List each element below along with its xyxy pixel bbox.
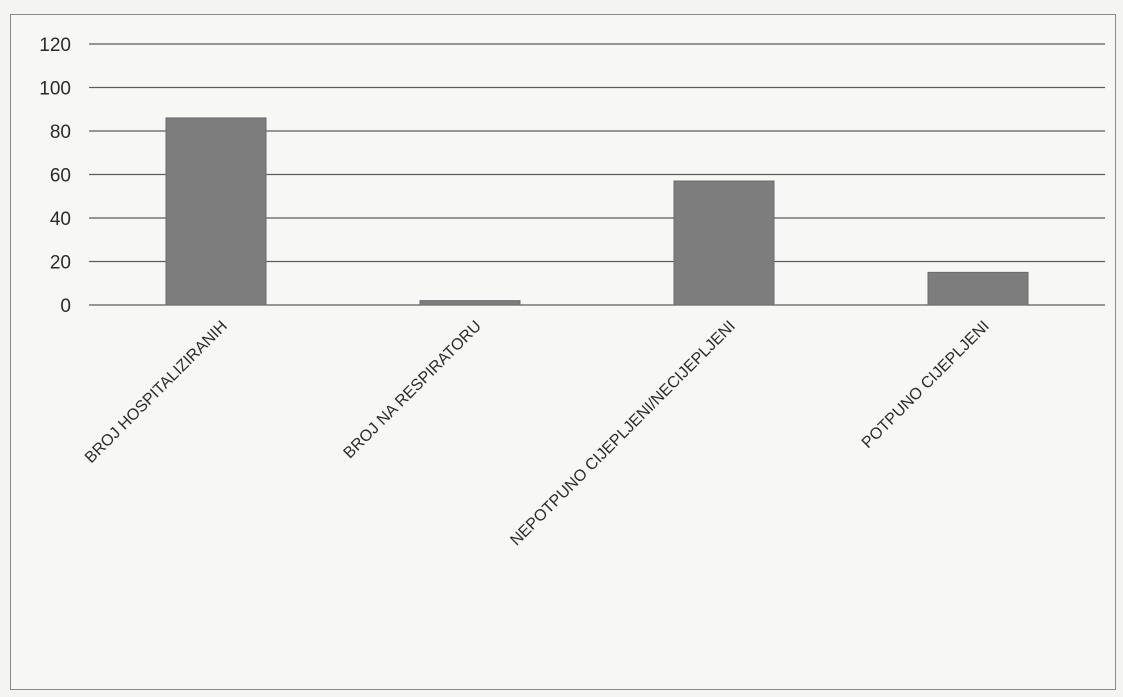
y-tick-label: 60 bbox=[50, 166, 71, 187]
y-tick-label: 20 bbox=[50, 253, 71, 274]
chart-frame: 0 20 40 60 80 100 120 BROJ HOSPITALIZIRANIH BRO… bbox=[10, 14, 1116, 690]
x-axis-category-labels: BROJ HOSPITALIZIRANIH BROJ NA RESPIRATORU… bbox=[82, 318, 993, 549]
x-category-label: BROJ HOSPITALIZIRANIH bbox=[82, 318, 231, 467]
bars bbox=[165, 117, 1029, 306]
x-category-label: NEPOTPUNO CIJEPLJENI/NECIJEPLJENI bbox=[507, 318, 738, 549]
bar-0 bbox=[165, 117, 267, 306]
bar-1 bbox=[419, 300, 521, 306]
x-category-label: POTPUNO CIJEPLJENI bbox=[859, 318, 993, 452]
y-tick-label: 40 bbox=[50, 209, 71, 230]
bar-2 bbox=[673, 180, 775, 306]
x-category-label: BROJ NA RESPIRATORU bbox=[341, 318, 485, 462]
y-tick-label: 120 bbox=[39, 35, 71, 56]
bar-3 bbox=[927, 271, 1029, 306]
y-tick-label: 0 bbox=[60, 296, 71, 317]
y-tick-label: 100 bbox=[39, 79, 71, 100]
y-tick-label: 80 bbox=[50, 122, 71, 143]
y-axis-tick-labels: 0 20 40 60 80 100 120 bbox=[39, 35, 71, 317]
